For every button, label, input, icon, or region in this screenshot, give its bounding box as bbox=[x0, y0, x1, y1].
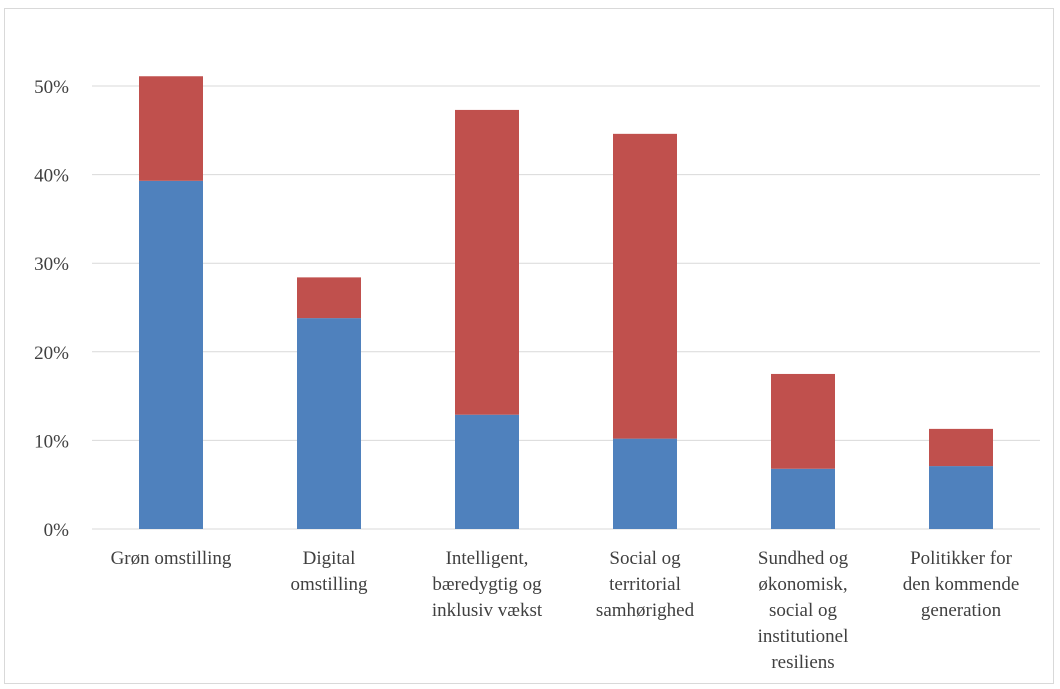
x-category-label-line: bæredygtig og bbox=[432, 574, 542, 595]
bar-segment-series-2 bbox=[613, 133, 677, 439]
x-category-label-line: institutionel bbox=[758, 626, 849, 647]
x-category-label-line: territorial bbox=[609, 574, 681, 595]
x-category-label: Digital omstilling bbox=[290, 548, 368, 595]
x-category-label-line: Digital bbox=[303, 548, 356, 569]
bars bbox=[139, 76, 993, 529]
x-category-label-line: Politikker for bbox=[910, 548, 1013, 569]
x-category-label-line: generation bbox=[921, 600, 1002, 621]
bar-segment-series-1 bbox=[297, 318, 361, 529]
y-tick-label: 30% bbox=[34, 254, 69, 275]
x-category-label-line: Social og bbox=[609, 548, 681, 569]
x-category-label-line: økonomisk, bbox=[758, 574, 847, 595]
bar-segment-series-2 bbox=[929, 428, 993, 467]
x-category-label-line: inklusiv vækst bbox=[432, 600, 543, 621]
bar-segment-series-2 bbox=[771, 373, 835, 469]
gridlines bbox=[92, 85, 1040, 530]
bar-segment-series-2 bbox=[455, 109, 519, 415]
bar-segment-series-2 bbox=[139, 76, 203, 181]
x-category-label-line: den kommende bbox=[903, 574, 1020, 595]
y-tick-label: 0% bbox=[44, 520, 70, 541]
x-axis-labels: Grøn omstilling Digital omstilling Intellig… bbox=[111, 548, 1020, 673]
y-tick-label: 50% bbox=[34, 77, 69, 98]
bar-segment-series-1 bbox=[771, 468, 835, 529]
x-category-label: Intelligent, bæredygtig og inklusiv vækst bbox=[432, 548, 543, 621]
x-category-label: Social og territorial samhørighed bbox=[596, 548, 695, 621]
x-category-label-line: Sundhed og bbox=[758, 548, 849, 569]
x-category-label-line: Intelligent, bbox=[446, 548, 529, 569]
bar-segment-series-1 bbox=[455, 414, 519, 529]
y-tick-label: 20% bbox=[34, 343, 69, 364]
bar-segment-series-1 bbox=[139, 180, 203, 529]
x-category-label: Sundhed og økonomisk, social og institution… bbox=[758, 548, 849, 673]
x-category-label-line: samhørighed bbox=[596, 600, 695, 621]
bar-segment-series-1 bbox=[613, 438, 677, 529]
bar-segment-series-2 bbox=[297, 277, 361, 319]
bar-segment-series-1 bbox=[929, 466, 993, 529]
y-axis-ticks: 0% 10% 20% 30% 40% 50% bbox=[34, 77, 69, 541]
x-category-label: Grøn omstilling bbox=[111, 548, 232, 569]
y-tick-label: 10% bbox=[34, 431, 69, 452]
x-category-label-line: omstilling bbox=[290, 574, 368, 595]
x-category-label-line: social og bbox=[769, 600, 838, 621]
x-category-label: Politikker for den kommende generation bbox=[903, 548, 1020, 621]
y-tick-label: 40% bbox=[34, 166, 69, 187]
x-category-label-line: resiliens bbox=[771, 652, 834, 673]
x-category-label-line: Grøn omstilling bbox=[111, 548, 232, 569]
